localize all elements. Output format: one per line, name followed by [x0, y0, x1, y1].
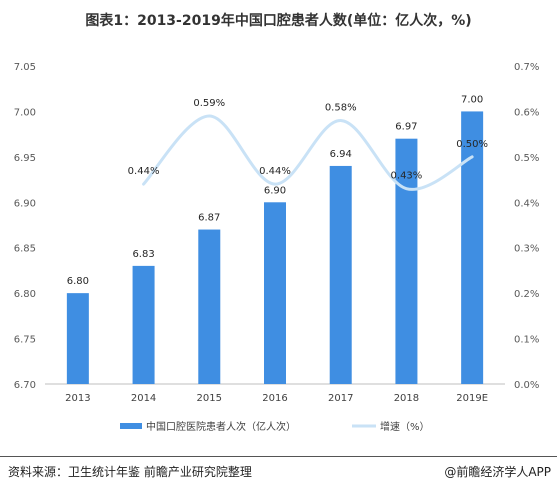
line-value-label: 0.43%	[391, 171, 423, 182]
bar	[395, 138, 418, 384]
left-tick-label: 6.80	[14, 289, 36, 300]
left-tick-label: 6.95	[14, 153, 36, 164]
right-tick-label: 0.4%	[514, 198, 539, 209]
right-tick-label: 0.0%	[514, 380, 539, 391]
bar	[66, 293, 89, 384]
line-value-label: 0.44%	[128, 166, 160, 177]
right-axis: 0.0% 0.1% 0.2% 0.3% 0.4% 0.5% 0.6% 0.7%	[514, 62, 539, 391]
bar	[461, 111, 484, 384]
category-label: 2013	[65, 393, 90, 404]
chart: 6.70 6.75 6.80 6.85 6.90 6.95 7.00 7.05 0.0% 0.1…	[14, 62, 540, 433]
bar	[132, 265, 155, 384]
left-tick-label: 6.85	[14, 244, 36, 255]
right-tick-label: 0.6%	[514, 107, 539, 118]
credit-note: @前瞻经济学人APP	[444, 465, 551, 479]
bar-value-label: 6.94	[330, 149, 352, 160]
bar-value-label: 6.83	[132, 249, 154, 260]
legend-swatch-bar	[120, 423, 142, 429]
category-label: 2014	[131, 393, 156, 404]
left-tick-label: 7.05	[14, 62, 36, 73]
category-axis: 2013 2014 2015 2016 2017 2018 2019E	[65, 393, 488, 404]
bar-value-label: 6.80	[67, 276, 89, 287]
category-label: 2017	[328, 393, 353, 404]
source-note: 资料来源：卫生统计年鉴 前瞻产业研究院整理	[8, 465, 252, 479]
legend: 中国口腔医院患者人次（亿人次） 增速（%）	[120, 420, 430, 433]
category-label: 2019E	[456, 393, 488, 404]
right-tick-label: 0.5%	[514, 153, 539, 164]
left-tick-label: 7.00	[14, 107, 36, 118]
bar-value-label: 6.97	[395, 122, 417, 133]
line-value-label: 0.59%	[193, 98, 225, 109]
line-value-label: 0.58%	[325, 103, 357, 114]
line-value-label: 0.50%	[456, 139, 488, 150]
left-tick-label: 6.70	[14, 380, 36, 391]
bar	[198, 229, 221, 384]
left-axis: 6.70 6.75 6.80 6.85 6.90 6.95 7.00 7.05	[14, 62, 36, 391]
line-series: 0.44% 0.59% 0.44% 0.58% 0.43% 0.50%	[128, 98, 488, 191]
footer: 资料来源：卫生统计年鉴 前瞻产业研究院整理 @前瞻经济学人APP	[0, 456, 557, 489]
line-value-label: 0.44%	[259, 166, 291, 177]
bar-series: 6.80 6.83 6.87 6.90 6.94 6.97 7.00	[66, 94, 484, 384]
bar	[264, 202, 286, 384]
legend-label-bar: 中国口腔医院患者人次（亿人次）	[146, 420, 296, 433]
legend-label-line: 增速（%）	[380, 420, 430, 433]
category-label: 2015	[197, 393, 222, 404]
bar	[329, 165, 352, 384]
left-tick-label: 6.75	[14, 335, 36, 346]
right-tick-label: 0.3%	[514, 244, 539, 255]
category-label: 2016	[262, 393, 287, 404]
bar-value-label: 7.00	[461, 94, 483, 105]
right-tick-label: 0.1%	[514, 335, 539, 346]
left-tick-label: 6.90	[14, 198, 36, 209]
bar-value-label: 6.90	[264, 185, 286, 196]
right-tick-label: 0.2%	[514, 289, 539, 300]
right-tick-label: 0.7%	[514, 62, 539, 73]
bar-value-label: 6.87	[198, 213, 220, 224]
chart-title: 图表1：2013-2019年中国口腔患者人数(单位：亿人次，%)	[85, 13, 472, 29]
category-label: 2018	[394, 393, 419, 404]
growth-line	[142, 114, 474, 191]
